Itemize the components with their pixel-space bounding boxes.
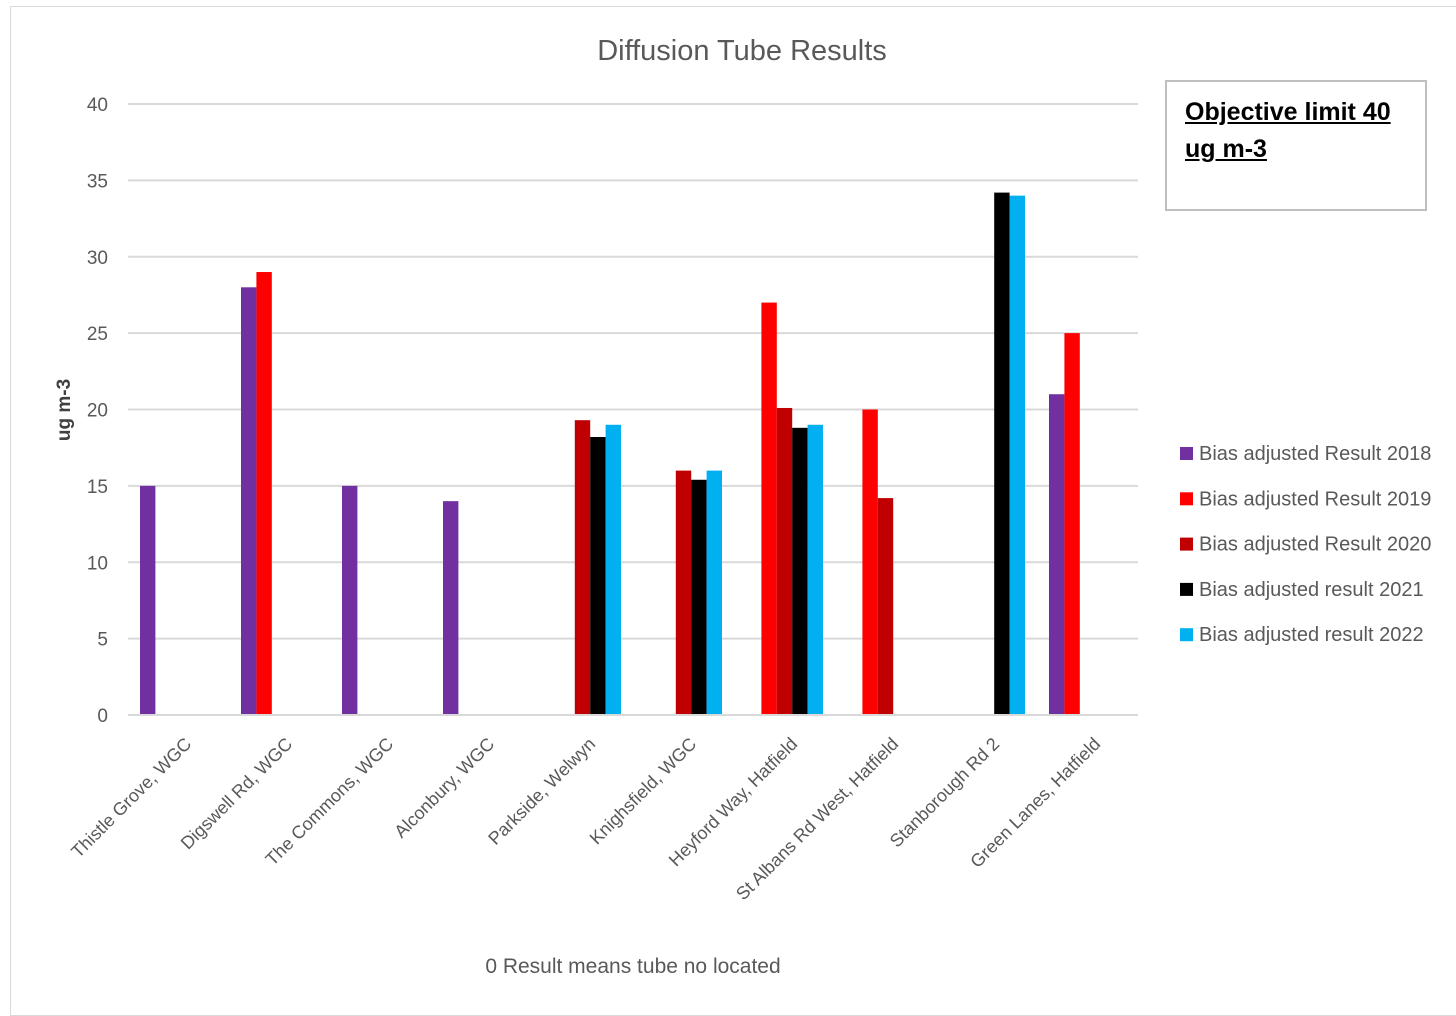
y-tick-label: 40 <box>87 95 108 116</box>
bar <box>877 498 894 715</box>
bar <box>776 407 793 715</box>
legend-label: Bias adjusted result 2021 <box>1199 579 1424 601</box>
bar <box>691 479 707 715</box>
bars <box>140 192 1080 716</box>
bar <box>241 287 257 715</box>
bar <box>140 485 156 715</box>
x-category-label: Parkside, Welwyn <box>484 734 599 849</box>
bar <box>862 409 878 715</box>
footnote: 0 Result means tube no located <box>485 955 780 978</box>
y-axis-label: ug m-3 <box>54 379 75 441</box>
bar <box>1049 394 1065 715</box>
bar <box>256 272 272 715</box>
bar <box>342 485 358 715</box>
y-tick-label: 0 <box>97 706 108 727</box>
bar <box>994 192 1010 716</box>
chart-title: Diffusion Tube Results <box>597 35 887 67</box>
bar <box>605 424 621 715</box>
legend-swatch <box>1180 492 1193 506</box>
legend-swatch <box>1180 447 1193 460</box>
bar <box>675 470 692 715</box>
y-tick-label: 20 <box>87 401 108 422</box>
y-axis-ticks: 0 5 10 15 20 25 30 35 40 <box>87 95 108 727</box>
x-category-label: Digswell Rd, WGC <box>177 734 297 854</box>
y-tick-label: 5 <box>97 630 108 651</box>
objective-limit-box: Objective limit 40 ug m-3 <box>1165 80 1427 211</box>
legend-label: Bias adjusted Result 2018 <box>1199 443 1431 465</box>
legend-label: Bias adjusted Result 2019 <box>1199 488 1431 510</box>
bar <box>1009 195 1025 715</box>
legend-label: Bias adjusted Result 2020 <box>1199 534 1431 556</box>
y-tick-label: 15 <box>87 477 108 498</box>
x-category-label: St Albans Rd West, Hatfield <box>732 734 902 904</box>
x-category-label: Thistle Grove, WGC <box>67 734 195 862</box>
y-tick-label: 10 <box>87 553 108 574</box>
bar <box>792 427 808 715</box>
bar <box>807 424 823 715</box>
bar <box>706 470 722 715</box>
x-category-label: Alconbury, WGC <box>390 734 498 842</box>
bar <box>1064 333 1080 715</box>
bar <box>574 420 591 715</box>
legend-swatch <box>1180 582 1193 596</box>
legend-swatch <box>1180 537 1193 551</box>
y-tick-label: 25 <box>87 324 108 345</box>
y-tick-label: 30 <box>87 248 108 269</box>
x-category-label: Stanborough Rd 2 <box>886 734 1003 851</box>
legend-swatch <box>1180 628 1193 642</box>
legend: Bias adjusted Result 2018 Bias adjusted R… <box>1180 443 1431 646</box>
gridlines <box>128 103 1138 640</box>
y-tick-label: 35 <box>87 171 108 192</box>
legend-label: Bias adjusted result 2022 <box>1199 624 1424 646</box>
objective-limit-text: Objective limit 40 ug m-3 <box>1185 98 1391 163</box>
bar <box>443 501 459 715</box>
x-category-label: Knighsfield, WGC <box>586 734 701 849</box>
bar <box>590 436 606 715</box>
bar <box>761 302 777 715</box>
